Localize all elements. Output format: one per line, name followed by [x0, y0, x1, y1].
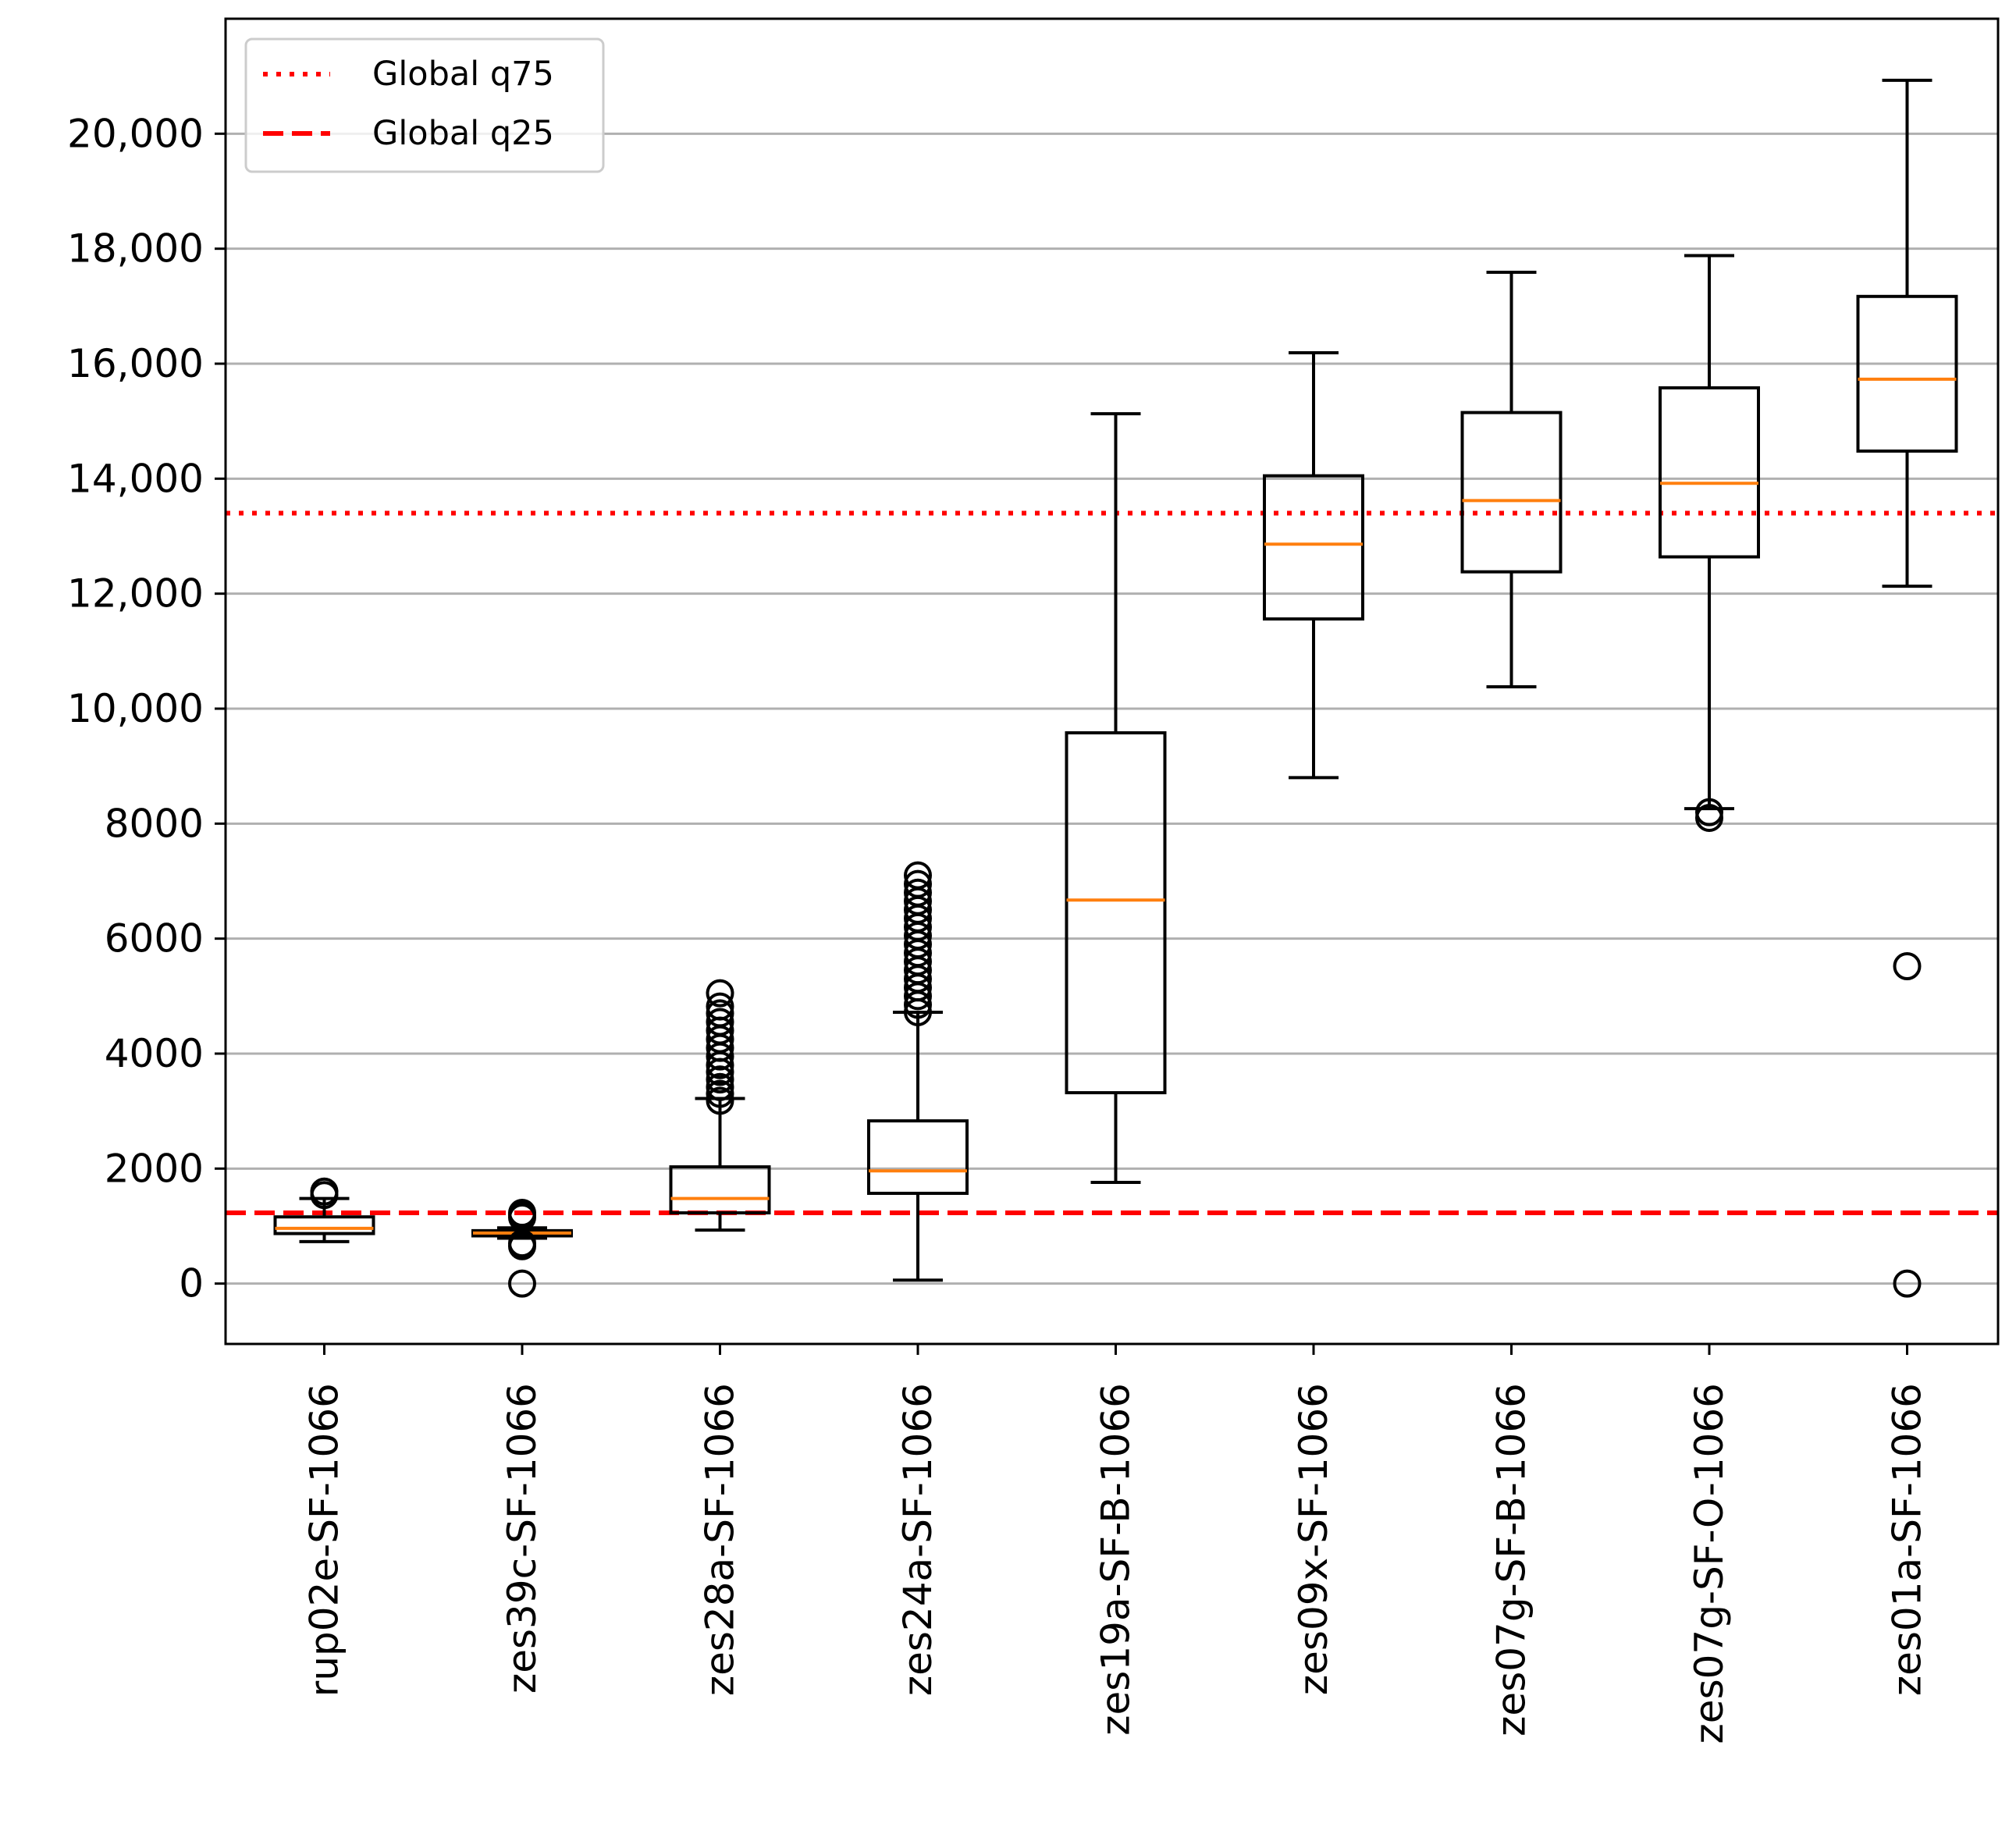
box-group	[273, 1177, 375, 1243]
x-tick-label: zes19a-SF-B-1066	[1093, 1383, 1139, 1736]
iqr-box	[1263, 474, 1364, 621]
outlier-point	[706, 1072, 734, 1101]
x-tick-label: zes39c-SF-1066	[500, 1383, 545, 1694]
box-group	[1263, 350, 1364, 780]
iqr-box	[1856, 294, 1958, 453]
outlier-point	[1893, 1269, 1922, 1298]
y-tick-label: 0	[179, 1261, 204, 1306]
y-tick-label: 18,000	[67, 226, 204, 272]
outlier-point	[706, 979, 734, 1008]
outlier-point	[706, 1086, 734, 1115]
outlier-point	[904, 869, 932, 898]
box-group	[1659, 254, 1760, 832]
legend: Global q75 Global q25	[244, 37, 605, 173]
box-group	[471, 1199, 573, 1298]
legend-label: Global q25	[372, 114, 554, 153]
y-tick-label: 10,000	[67, 686, 204, 731]
x-tick-label: zes07g-SF-O-1066	[1687, 1383, 1732, 1744]
x-tick-label: zes07g-SF-B-1066	[1489, 1383, 1534, 1737]
axes-layer: 0 2000 4000 6000 8000 10,000 12,000 14,000 16,00…	[67, 17, 2000, 1744]
y-tick-label: 20,000	[67, 111, 204, 156]
y-tick-label: 8000	[105, 801, 204, 846]
iqr-box	[1460, 411, 1563, 574]
box-group	[867, 861, 969, 1282]
iqr-box	[1659, 386, 1760, 559]
x-tick-label: zes01a-SF-1066	[1885, 1383, 1930, 1696]
x-tick-label: zes28a-SF-1066	[698, 1383, 743, 1696]
plot-frame	[224, 17, 2000, 1346]
outlier-point	[1893, 952, 1922, 981]
outlier-point	[310, 1177, 339, 1206]
x-tick-label: zes09x-SF-1066	[1291, 1383, 1336, 1695]
outlier-point	[904, 878, 932, 907]
box-group	[1065, 412, 1167, 1184]
outlier-point	[706, 1079, 734, 1108]
iqr-box	[273, 1215, 375, 1235]
box-group	[669, 979, 771, 1232]
y-tick-label: 16,000	[67, 341, 204, 386]
legend-box	[244, 37, 605, 173]
iqr-box	[1065, 731, 1167, 1095]
y-tick-label: 6000	[105, 916, 204, 962]
x-tick-label: rup02e-SF-1066	[302, 1383, 347, 1697]
reference-lines	[226, 510, 1998, 1216]
outlier-point	[508, 1199, 536, 1228]
iqr-box	[669, 1165, 771, 1215]
y-tick-label: 4000	[105, 1031, 204, 1076]
y-tick-label: 14,000	[67, 456, 204, 501]
box-group	[1856, 78, 1958, 1298]
outlier-point	[706, 1065, 734, 1094]
outlier-point	[508, 1269, 536, 1298]
boxes-layer	[273, 78, 1958, 1298]
grid-layer	[226, 132, 1998, 1285]
outlier-point	[706, 992, 734, 1021]
outlier-point	[706, 1008, 734, 1036]
iqr-box	[867, 1119, 969, 1195]
box-group	[1460, 270, 1563, 688]
y-tick-label: 2000	[105, 1146, 204, 1191]
legend-label: Global q75	[372, 55, 554, 94]
outlier-point	[904, 861, 932, 890]
x-tick-label: zes24a-SF-1066	[895, 1383, 940, 1696]
outlier-point	[1695, 798, 1723, 827]
outlier-point	[706, 999, 734, 1028]
y-tick-label: 12,000	[67, 571, 204, 617]
